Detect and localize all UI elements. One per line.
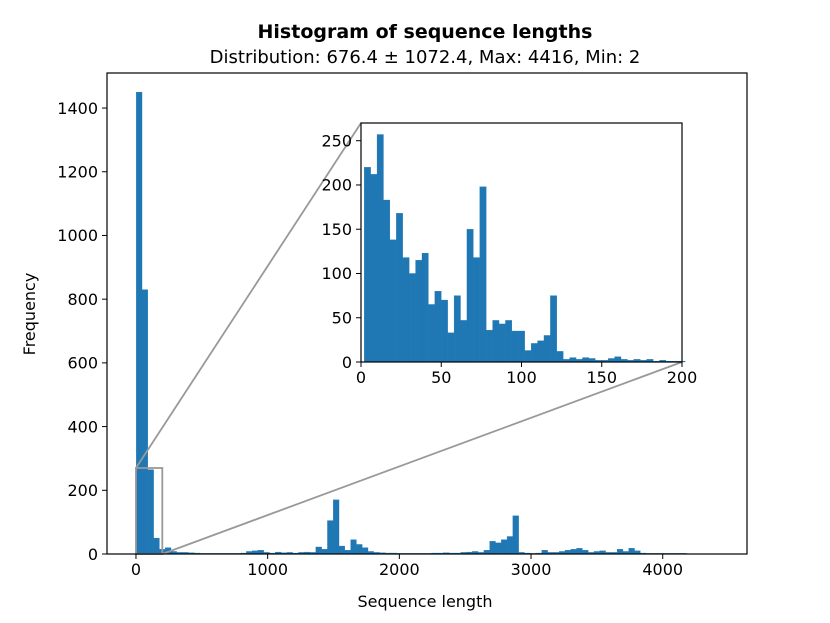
inset-bar — [415, 260, 423, 363]
main-y-tick-label: 0 — [88, 545, 98, 564]
inset-bar — [389, 239, 397, 363]
main-bar — [628, 548, 635, 555]
main-bar — [141, 289, 148, 555]
main-bar — [321, 549, 328, 555]
main-bar — [617, 549, 624, 555]
inset-bar — [614, 356, 622, 363]
inset-bar — [434, 291, 442, 363]
inset-bar — [582, 357, 590, 363]
inset-x-tick-label: 150 — [586, 368, 617, 387]
connector-line — [161, 361, 683, 555]
main-x-tick-label: 3000 — [511, 560, 552, 579]
main-y-tick-label: 1000 — [57, 226, 98, 245]
inset-y-tick-label: 250 — [321, 131, 352, 150]
main-bar — [576, 548, 583, 555]
main-bar — [512, 515, 519, 555]
inset-bar — [473, 257, 480, 363]
connector-line — [135, 122, 362, 469]
chart-subtitle: Distribution: 676.4 ± 1072.4, Max: 4416,… — [210, 47, 641, 68]
main-bar — [333, 499, 340, 555]
inset-bar — [396, 213, 403, 363]
main-bar — [356, 544, 363, 555]
y-axis-label: Frequency — [20, 273, 39, 356]
inset-y-tick-label: 50 — [332, 309, 352, 328]
inset-bar — [408, 273, 416, 363]
main-x-tick-label: 1000 — [247, 560, 288, 579]
inset-bar — [524, 350, 532, 363]
inset-bar — [447, 332, 455, 363]
main-plot-frame — [106, 72, 748, 555]
inset-bar — [498, 323, 506, 363]
main-bar — [315, 546, 322, 555]
main-bar — [153, 537, 160, 555]
main-y-tick-label: 200 — [67, 481, 98, 500]
inset-bar — [466, 229, 474, 363]
inset-bar — [530, 343, 538, 363]
inset-bar — [441, 299, 448, 363]
main-bar — [489, 541, 496, 555]
main-bar — [327, 520, 334, 555]
main-y-tick-label: 400 — [67, 417, 98, 436]
inset-x-axis: 0 50 100 150 200 — [356, 362, 697, 387]
main-x-axis: 0 1000 2000 3000 4000 — [131, 554, 683, 579]
inset-y-tick-label: 100 — [321, 264, 352, 283]
inset-x-tick-label: 100 — [506, 368, 537, 387]
main-bar — [501, 539, 508, 555]
x-axis-label: Sequence length — [357, 592, 492, 611]
inset-y-tick-label: 150 — [321, 220, 352, 239]
inset-bar — [505, 320, 513, 363]
zoom-connectors — [135, 122, 683, 555]
inset-bar — [453, 295, 461, 363]
main-x-tick-label: 0 — [131, 560, 141, 579]
inset-bar — [556, 351, 564, 363]
main-bar — [147, 469, 154, 555]
main-bar — [506, 536, 514, 555]
inset-bar — [460, 320, 468, 363]
main-y-tick-label: 600 — [67, 354, 98, 373]
main-bar — [570, 549, 577, 555]
main-x-tick-label: 2000 — [379, 560, 420, 579]
inset-y-tick-label: 0 — [342, 353, 352, 372]
inset-bar — [370, 174, 378, 363]
main-y-tick-label: 1200 — [57, 163, 98, 182]
chart-title: Histogram of sequence lengths — [258, 21, 593, 43]
inset-bar — [543, 335, 551, 363]
inset-x-tick-label: 50 — [431, 368, 451, 387]
main-bar — [338, 545, 345, 555]
inset-bar — [518, 330, 525, 363]
main-y-axis: 0 200 400 600 800 1000 1200 1400 — [57, 99, 107, 564]
main-bar — [350, 539, 357, 555]
inset-bar — [402, 257, 410, 363]
inset-bar — [486, 329, 493, 363]
inset-bar — [537, 340, 545, 363]
inset-y-tick-label: 200 — [321, 176, 352, 195]
inset-x-tick-label: 200 — [667, 368, 698, 387]
inset-bars — [364, 134, 686, 363]
main-bar — [362, 547, 369, 555]
inset-bar — [376, 134, 384, 363]
main-x-tick-label: 4000 — [642, 560, 683, 579]
inset-bar — [492, 320, 500, 363]
inset-y-axis: 0 50 100 150 200 250 — [321, 131, 361, 372]
inset-bar — [569, 357, 577, 363]
inset-bar — [421, 252, 429, 363]
inset-bar — [479, 186, 487, 363]
main-bar — [495, 542, 502, 555]
inset-bar — [511, 330, 519, 363]
inset-bar — [550, 295, 557, 363]
inset-bar — [364, 167, 371, 363]
inset-bar — [428, 304, 435, 363]
main-y-tick-label: 800 — [67, 290, 98, 309]
inset-bar — [383, 199, 391, 363]
main-bar — [136, 91, 143, 555]
main-y-tick-label: 1400 — [57, 99, 98, 118]
inset-x-tick-label: 0 — [356, 368, 366, 387]
